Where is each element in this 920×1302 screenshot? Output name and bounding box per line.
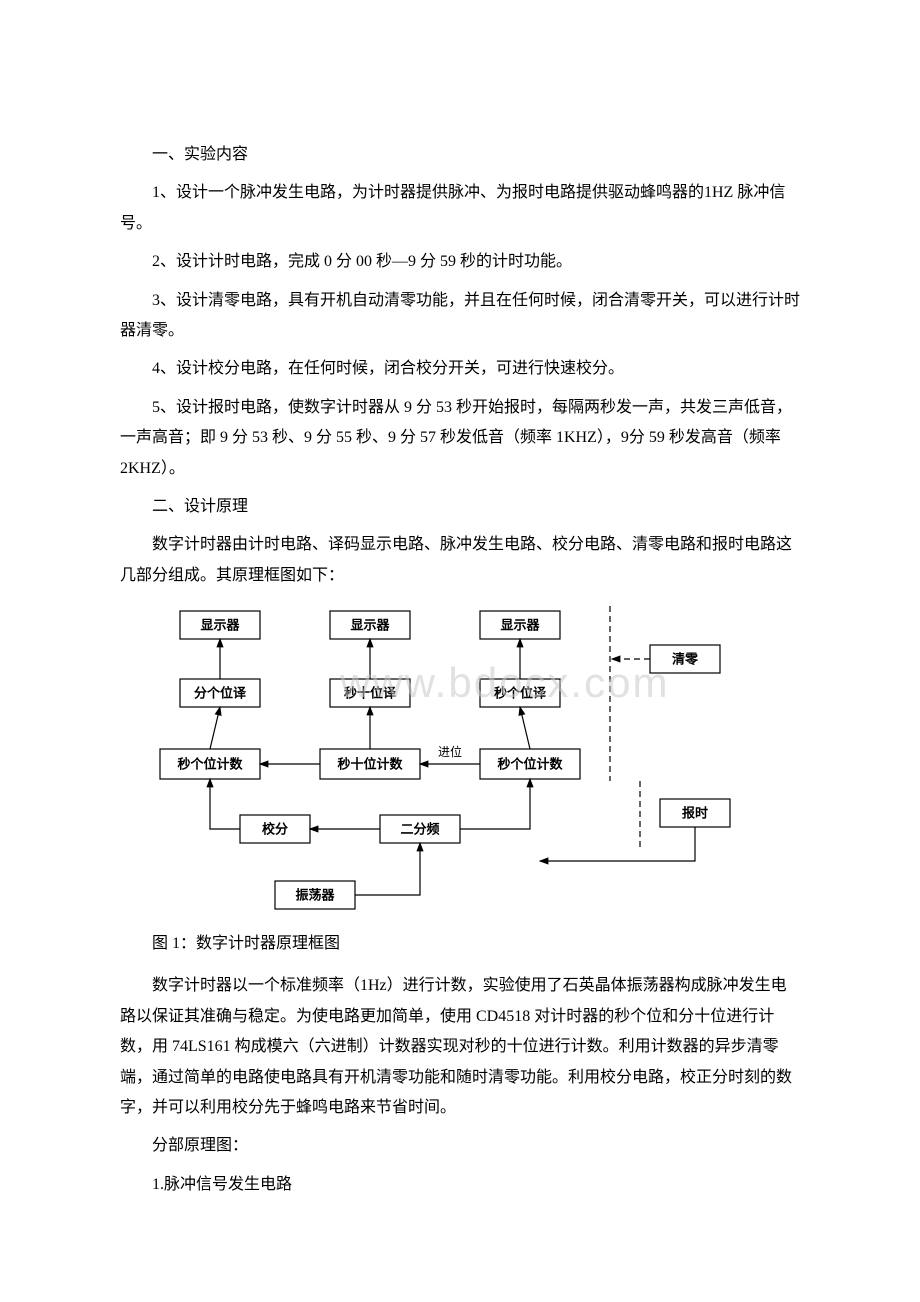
- svg-text:清零: 清零: [672, 652, 699, 667]
- figure-caption: 图 1：数字计时器原理框图: [120, 929, 800, 959]
- svg-text:振荡器: 振荡器: [295, 888, 335, 903]
- para-desc: 数字计时器以一个标准频率（1Hz）进行计数，实验使用了石英晶体振荡器构成脉冲发生…: [120, 971, 800, 1123]
- svg-text:报时: 报时: [682, 806, 708, 821]
- svg-text:秒个位计数: 秒个位计数: [177, 757, 243, 772]
- svg-text:二分频: 二分频: [400, 822, 439, 837]
- svg-text:分个位译: 分个位译: [194, 686, 247, 701]
- svg-text:进位: 进位: [438, 744, 462, 759]
- svg-text:校分: 校分: [262, 822, 288, 837]
- svg-text:显示器: 显示器: [200, 618, 240, 633]
- svg-text:显示器: 显示器: [350, 618, 390, 633]
- block-diagram: www.bdocx.com 显示器显示器显示器分个位译秒十位译秒个位译秒个位计数…: [150, 601, 800, 921]
- section1-heading: 一、实验内容: [120, 140, 800, 170]
- s1-p4: 4、设计校分电路，在任何时候，闭合校分开关，可进行快速校分。: [120, 354, 800, 384]
- svg-text:秒十位译: 秒十位译: [344, 686, 397, 701]
- svg-text:秒十位计数: 秒十位计数: [337, 757, 403, 772]
- s1-p3: 3、设计清零电路，具有开机自动清零功能，并且在任何时候，闭合清零开关，可以进行计…: [120, 286, 800, 347]
- para-sub2: 1.脉冲信号发生电路: [120, 1170, 800, 1200]
- s1-p1: 1、设计一个脉冲发生电路，为计时器提供脉冲、为报时电路提供驱动蜂鸣器的1HZ 脉…: [120, 178, 800, 239]
- svg-text:秒个位计数: 秒个位计数: [497, 757, 563, 772]
- s1-p5: 5、设计报时电路，使数字计时器从 9 分 53 秒开始报时，每隔两秒发一声，共发…: [120, 393, 800, 484]
- s1-p2: 2、设计计时电路，完成 0 分 00 秒—9 分 59 秒的计时功能。: [120, 247, 800, 277]
- s2-p1: 数字计时器由计时电路、译码显示电路、脉冲发生电路、校分电路、清零电路和报时电路这…: [120, 530, 800, 591]
- svg-text:显示器: 显示器: [500, 618, 540, 633]
- svg-text:秒个位译: 秒个位译: [494, 686, 547, 701]
- diagram-svg: 显示器 显示器 显示器分个位译 秒十位译 秒个位译秒个位计数 秒十位计数 秒个位计数校分 二分…: [150, 601, 770, 921]
- para-sub: 分部原理图：: [120, 1131, 800, 1161]
- section2-heading: 二、设计原理: [120, 492, 800, 522]
